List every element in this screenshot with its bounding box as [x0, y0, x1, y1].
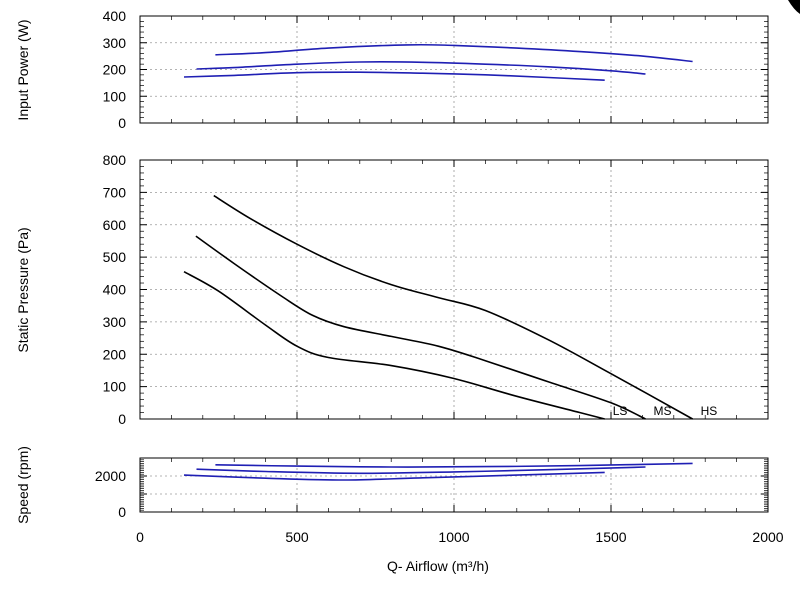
- curve-label-ms: MS: [654, 404, 672, 418]
- speed-axis-label: Speed (rpm): [15, 446, 31, 524]
- y-tick-label: 100: [103, 88, 127, 104]
- y-tick-label: 500: [103, 249, 127, 265]
- x-tick-label: 1000: [438, 529, 469, 545]
- series-line-1: [215, 43, 693, 63]
- series-line-3: [183, 71, 605, 81]
- input-power-plot-frame: [139, 15, 769, 124]
- y-tick-label: 200: [103, 62, 127, 78]
- series-line-2: [196, 61, 646, 75]
- series-line-hs: [213, 194, 693, 420]
- y-tick-label: 800: [103, 152, 127, 168]
- y-tick-label: 300: [103, 35, 127, 51]
- y-tick-label: 0: [118, 411, 126, 427]
- series-line-ls: [183, 271, 605, 420]
- curve-label-ls: LS: [613, 404, 628, 418]
- x-tick-label: 0: [136, 529, 144, 545]
- static-pressure-plot-frame: [139, 159, 769, 420]
- series-line-3: [183, 471, 605, 481]
- airflow-axis-label: Q- Airflow (m³/h): [387, 558, 489, 574]
- y-tick-label: 0: [118, 504, 126, 520]
- y-tick-label: 700: [103, 184, 127, 200]
- series-line-2: [196, 466, 646, 475]
- curve-label-hs: HS: [701, 404, 718, 418]
- x-tick-label: 500: [285, 529, 309, 545]
- static-pressure-axis-label: Static Pressure (Pa): [15, 227, 31, 352]
- corner-mark: [788, 0, 800, 14]
- y-tick-label: 300: [103, 314, 127, 330]
- y-tick-label: 0: [118, 115, 126, 131]
- input-power-axis-label: Input Power (W): [15, 19, 31, 120]
- x-tick-label: 1500: [595, 529, 626, 545]
- y-tick-label: 600: [103, 217, 127, 233]
- series-line-ms: [195, 235, 646, 420]
- series-line-1: [215, 462, 693, 468]
- y-tick-label: 100: [103, 379, 127, 395]
- y-tick-label: 2000: [95, 468, 126, 484]
- y-tick-label: 400: [103, 8, 127, 24]
- x-tick-label: 2000: [752, 529, 783, 545]
- y-tick-label: 400: [103, 282, 127, 298]
- speed-panel: 0 2000 Speed (rpm) 0 500 1000 1500 2000 Q- Ai…: [15, 446, 784, 574]
- speed-plot-frame: [139, 457, 769, 513]
- static-pressure-panel: 0 100 200 300 400 500 600 700 800 Static Pressur…: [15, 152, 769, 427]
- input-power-panel: 0 100 200 300 400 Input Power (W): [15, 8, 769, 131]
- y-tick-label: 200: [103, 346, 127, 362]
